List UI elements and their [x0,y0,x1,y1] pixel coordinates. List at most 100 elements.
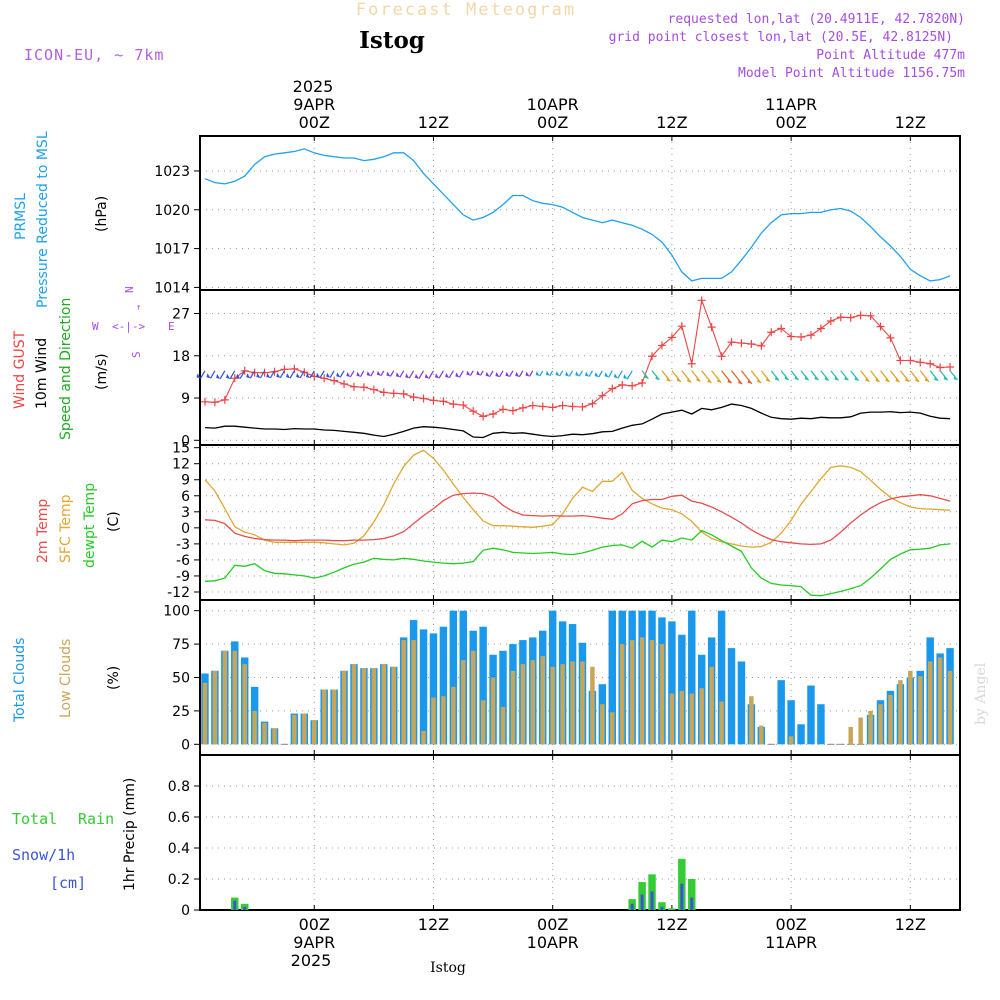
wind-arrow-head [466,370,471,376]
wind-direction-arrow [359,370,365,378]
low-cloud-bar [381,664,387,745]
wind-arrow-head [687,377,692,383]
total-cloud-bar [678,634,686,745]
clouds-ytick-label: 0 [181,737,190,753]
snow-bar [660,906,664,910]
wind-arrow-head [775,375,780,381]
wind-arrow-head [226,373,231,379]
wind-gust-point [618,380,627,389]
wind-ytick-label: 0 [181,433,190,449]
low-cloud-bar [908,670,913,745]
wind-direction-arrow [319,370,325,379]
wind-arrow-head [613,373,618,379]
wind-gust-point [737,339,746,348]
wind-direction-arrow [528,370,534,377]
snow-bar [243,906,247,910]
bottom-hour-label: 12Z [656,915,687,934]
clouds-ytick-label: 100 [163,604,190,620]
wind-arrow-head [515,371,520,377]
point-altitude: Point Altitude 477m [816,48,965,63]
wind-arrow-head [765,376,770,382]
bottom-date-label: 9APR [293,933,335,952]
wind-ytick-label: 18 [172,349,190,365]
wind-arrow-head [676,376,681,382]
rain-bar [688,879,696,910]
bottom-year: 2025 [291,951,332,970]
wind-arrow-head [575,371,580,377]
wind-direction-arrow [598,370,603,378]
wind-gust-point [409,393,418,402]
wind-gust-point [200,397,209,406]
low-cloud-bar [759,725,764,745]
clouds-ytick-label: 25 [172,704,190,720]
low-cloud-bar [610,712,615,745]
wind-gust-point [896,356,905,365]
compass-north: N [123,286,136,293]
wind-arrow-head [395,372,400,378]
low-cloud-bar [520,664,526,745]
low-cloud-bar [878,704,883,745]
wind-gust-point [836,313,845,322]
total-cloud-bar [668,621,676,745]
precip-ytick-label: 0.2 [168,872,190,888]
wind-direction-arrow [229,370,236,380]
low-cloud-bar [709,666,714,745]
low-cloud-bar [927,661,933,745]
total-cloud-bar [439,626,448,745]
low-cloud-bar [580,661,585,745]
low-cloud-bar [540,656,545,745]
wind-gust-point [359,383,368,392]
low-cloud-bar [619,644,625,745]
temp-ytick-label: 12 [172,457,190,473]
wind-gust-point [916,358,925,367]
low-cloud-bar [431,697,436,745]
pressure-label-1: PRMSL [13,193,29,240]
wind-arrow-head [655,375,660,381]
wind-direction-arrow [249,370,256,379]
wind-arrow-head [266,373,271,379]
wind-gust-label: Wind GUST [12,330,28,409]
temp-ytick-label: 6 [181,489,190,505]
temp-ytick-label: 15 [172,441,190,457]
wind-arrow-head [336,372,341,378]
low-cloud-bar [252,710,257,745]
total-cloud-bar [499,650,507,745]
top-date-label: 11APR [765,95,817,114]
wind-arrow-head [824,375,829,381]
wind-gust-point [687,359,696,368]
wind-arrow-head [236,373,241,379]
temp-frame [199,444,961,601]
wind-gust-point [489,410,498,418]
total-clouds-label: Total Clouds [12,638,28,723]
wind-direction-arrow [508,370,514,378]
wind-gust-point [419,394,428,403]
bottom-hour-label: 12Z [895,915,926,934]
wind-direction-arrow [489,370,494,378]
wind-direction-arrow [389,370,395,377]
wind-arrow-head [747,378,752,384]
wind-gust-point [777,324,786,333]
wind-direction-arrow [380,370,385,377]
wind-direction-arrow [578,370,584,377]
bottom-hour-label: 00Z [775,915,806,934]
wind-gust-point [210,398,219,407]
wind-direction-arrow [259,370,266,379]
wind-gust-point [439,397,448,406]
wind-arrow-head [707,378,712,384]
wind-compass: N ↑ W <-|-> E S [92,286,175,358]
total-cloud-bar [449,610,458,745]
wind-gust-point [826,317,835,325]
wind-gust-point [548,403,557,412]
wind-arrow-head [924,376,929,382]
wind-arrow-head [286,373,291,379]
wind-arrow-head [376,370,381,376]
pressure-ytick-label: 1020 [154,203,190,219]
wind-direction-arrow [370,370,375,377]
wind-arrow-head [784,375,789,381]
wind-direction-arrow [289,370,295,379]
bottom-hour-label: 12Z [418,915,449,934]
top-hour-label: 12Z [418,113,449,132]
wind-gust-point [300,368,309,377]
wind-arrow-head [585,371,590,377]
